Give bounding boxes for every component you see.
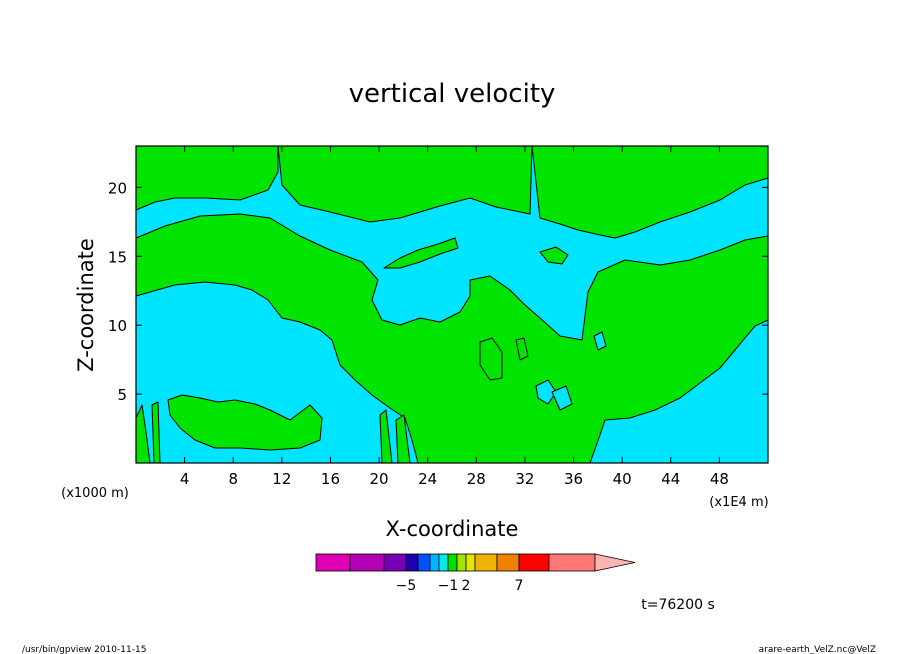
positive-regions: [135, 145, 769, 464]
colorbar-box: [429, 553, 440, 572]
colorbar-box: [496, 553, 520, 572]
x-axis-label: X-coordinate: [386, 517, 519, 541]
x-tick-label: 28: [467, 470, 486, 488]
positive-velocity-region: [479, 337, 503, 381]
colorbar-box: [438, 553, 449, 572]
footer-right: arare-earth_VelZ.nc@VelZ: [759, 645, 876, 654]
positive-velocity-region: [515, 337, 529, 361]
positive-velocity-region: [167, 394, 323, 451]
negative-velocity-island: [535, 379, 557, 405]
y-tick-label: 20: [108, 179, 127, 197]
negative-velocity-island: [551, 385, 573, 411]
colorbar: −5 −1 2 7: [315, 553, 636, 594]
positive-velocity-region: [135, 145, 279, 211]
colorbar-extend-arrow: [594, 553, 636, 572]
colorbar-box: [383, 553, 407, 572]
colorbar-box: [315, 553, 351, 572]
colorbar-box: [405, 553, 419, 572]
colorbar-box: [548, 553, 596, 572]
x-tick-label: 48: [710, 470, 729, 488]
y-tick-label: 5: [117, 386, 127, 404]
colorbar-tick-label: 2: [462, 578, 471, 594]
positive-velocity-region: [135, 145, 533, 223]
y-tick-label: 15: [108, 248, 127, 266]
x-tick-label: 32: [515, 470, 534, 488]
x-tick-label: 4: [180, 470, 190, 488]
colorbar-box: [518, 553, 550, 572]
negative-velocity-island: [593, 331, 607, 351]
y-ticks: 5 10 15 20: [108, 179, 768, 404]
x-unit-left: (x1000 m): [61, 486, 129, 501]
colorbar-box: [417, 553, 431, 572]
colorbar-box: [456, 553, 467, 572]
positive-velocity-region: [151, 401, 161, 464]
colorbar-tick-label: −1: [438, 578, 459, 594]
x-tick-label: 36: [564, 470, 583, 488]
colorbar-box: [349, 553, 385, 572]
positive-velocity-region: [539, 246, 569, 265]
colorbar-box: [465, 553, 476, 572]
x-tick-label: 24: [418, 470, 437, 488]
y-axis-label: Z-coordinate: [74, 238, 98, 372]
colorbar-tick-label: 7: [515, 578, 524, 594]
y-tick-label: 10: [108, 317, 127, 335]
time-label: t=76200 s: [641, 597, 715, 613]
colorbar-box: [474, 553, 498, 572]
x-tick-label: 8: [228, 470, 238, 488]
chart-title: vertical velocity: [349, 79, 556, 109]
x-tick-label: 40: [613, 470, 632, 488]
x-tick-label: 44: [661, 470, 680, 488]
x-unit-right: (x1E4 m): [709, 495, 768, 510]
positive-velocity-region: [531, 145, 769, 239]
x-ticks: 4 8 12 16 20 24 28 32 36 40 44 48: [180, 146, 729, 488]
x-tick-label: 20: [370, 470, 389, 488]
footer-left: /usr/bin/gpview 2010-11-15: [22, 645, 146, 654]
positive-velocity-region: [383, 237, 459, 269]
colorbar-tick-label: −5: [396, 578, 417, 594]
x-tick-label: 12: [272, 470, 291, 488]
colorbar-box: [447, 553, 458, 572]
plot-frame: [135, 145, 769, 464]
x-tick-label: 16: [321, 470, 340, 488]
